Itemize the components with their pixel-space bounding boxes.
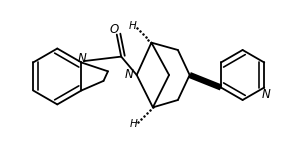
Text: N: N [261,88,270,101]
Text: H: H [128,21,136,32]
Text: O: O [109,23,118,36]
Text: N: N [78,52,86,65]
Text: H: H [130,118,138,129]
Text: N: N [125,69,134,81]
